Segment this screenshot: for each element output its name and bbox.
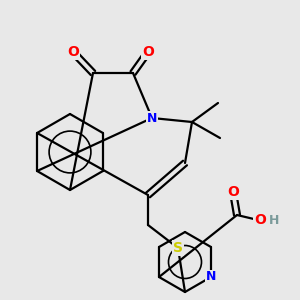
Text: N: N <box>206 271 216 284</box>
Text: N: N <box>147 112 157 124</box>
Text: O: O <box>254 213 266 227</box>
Text: O: O <box>67 45 79 59</box>
Text: H: H <box>269 214 279 226</box>
Text: S: S <box>173 241 183 255</box>
Text: O: O <box>227 185 239 199</box>
Text: O: O <box>142 45 154 59</box>
